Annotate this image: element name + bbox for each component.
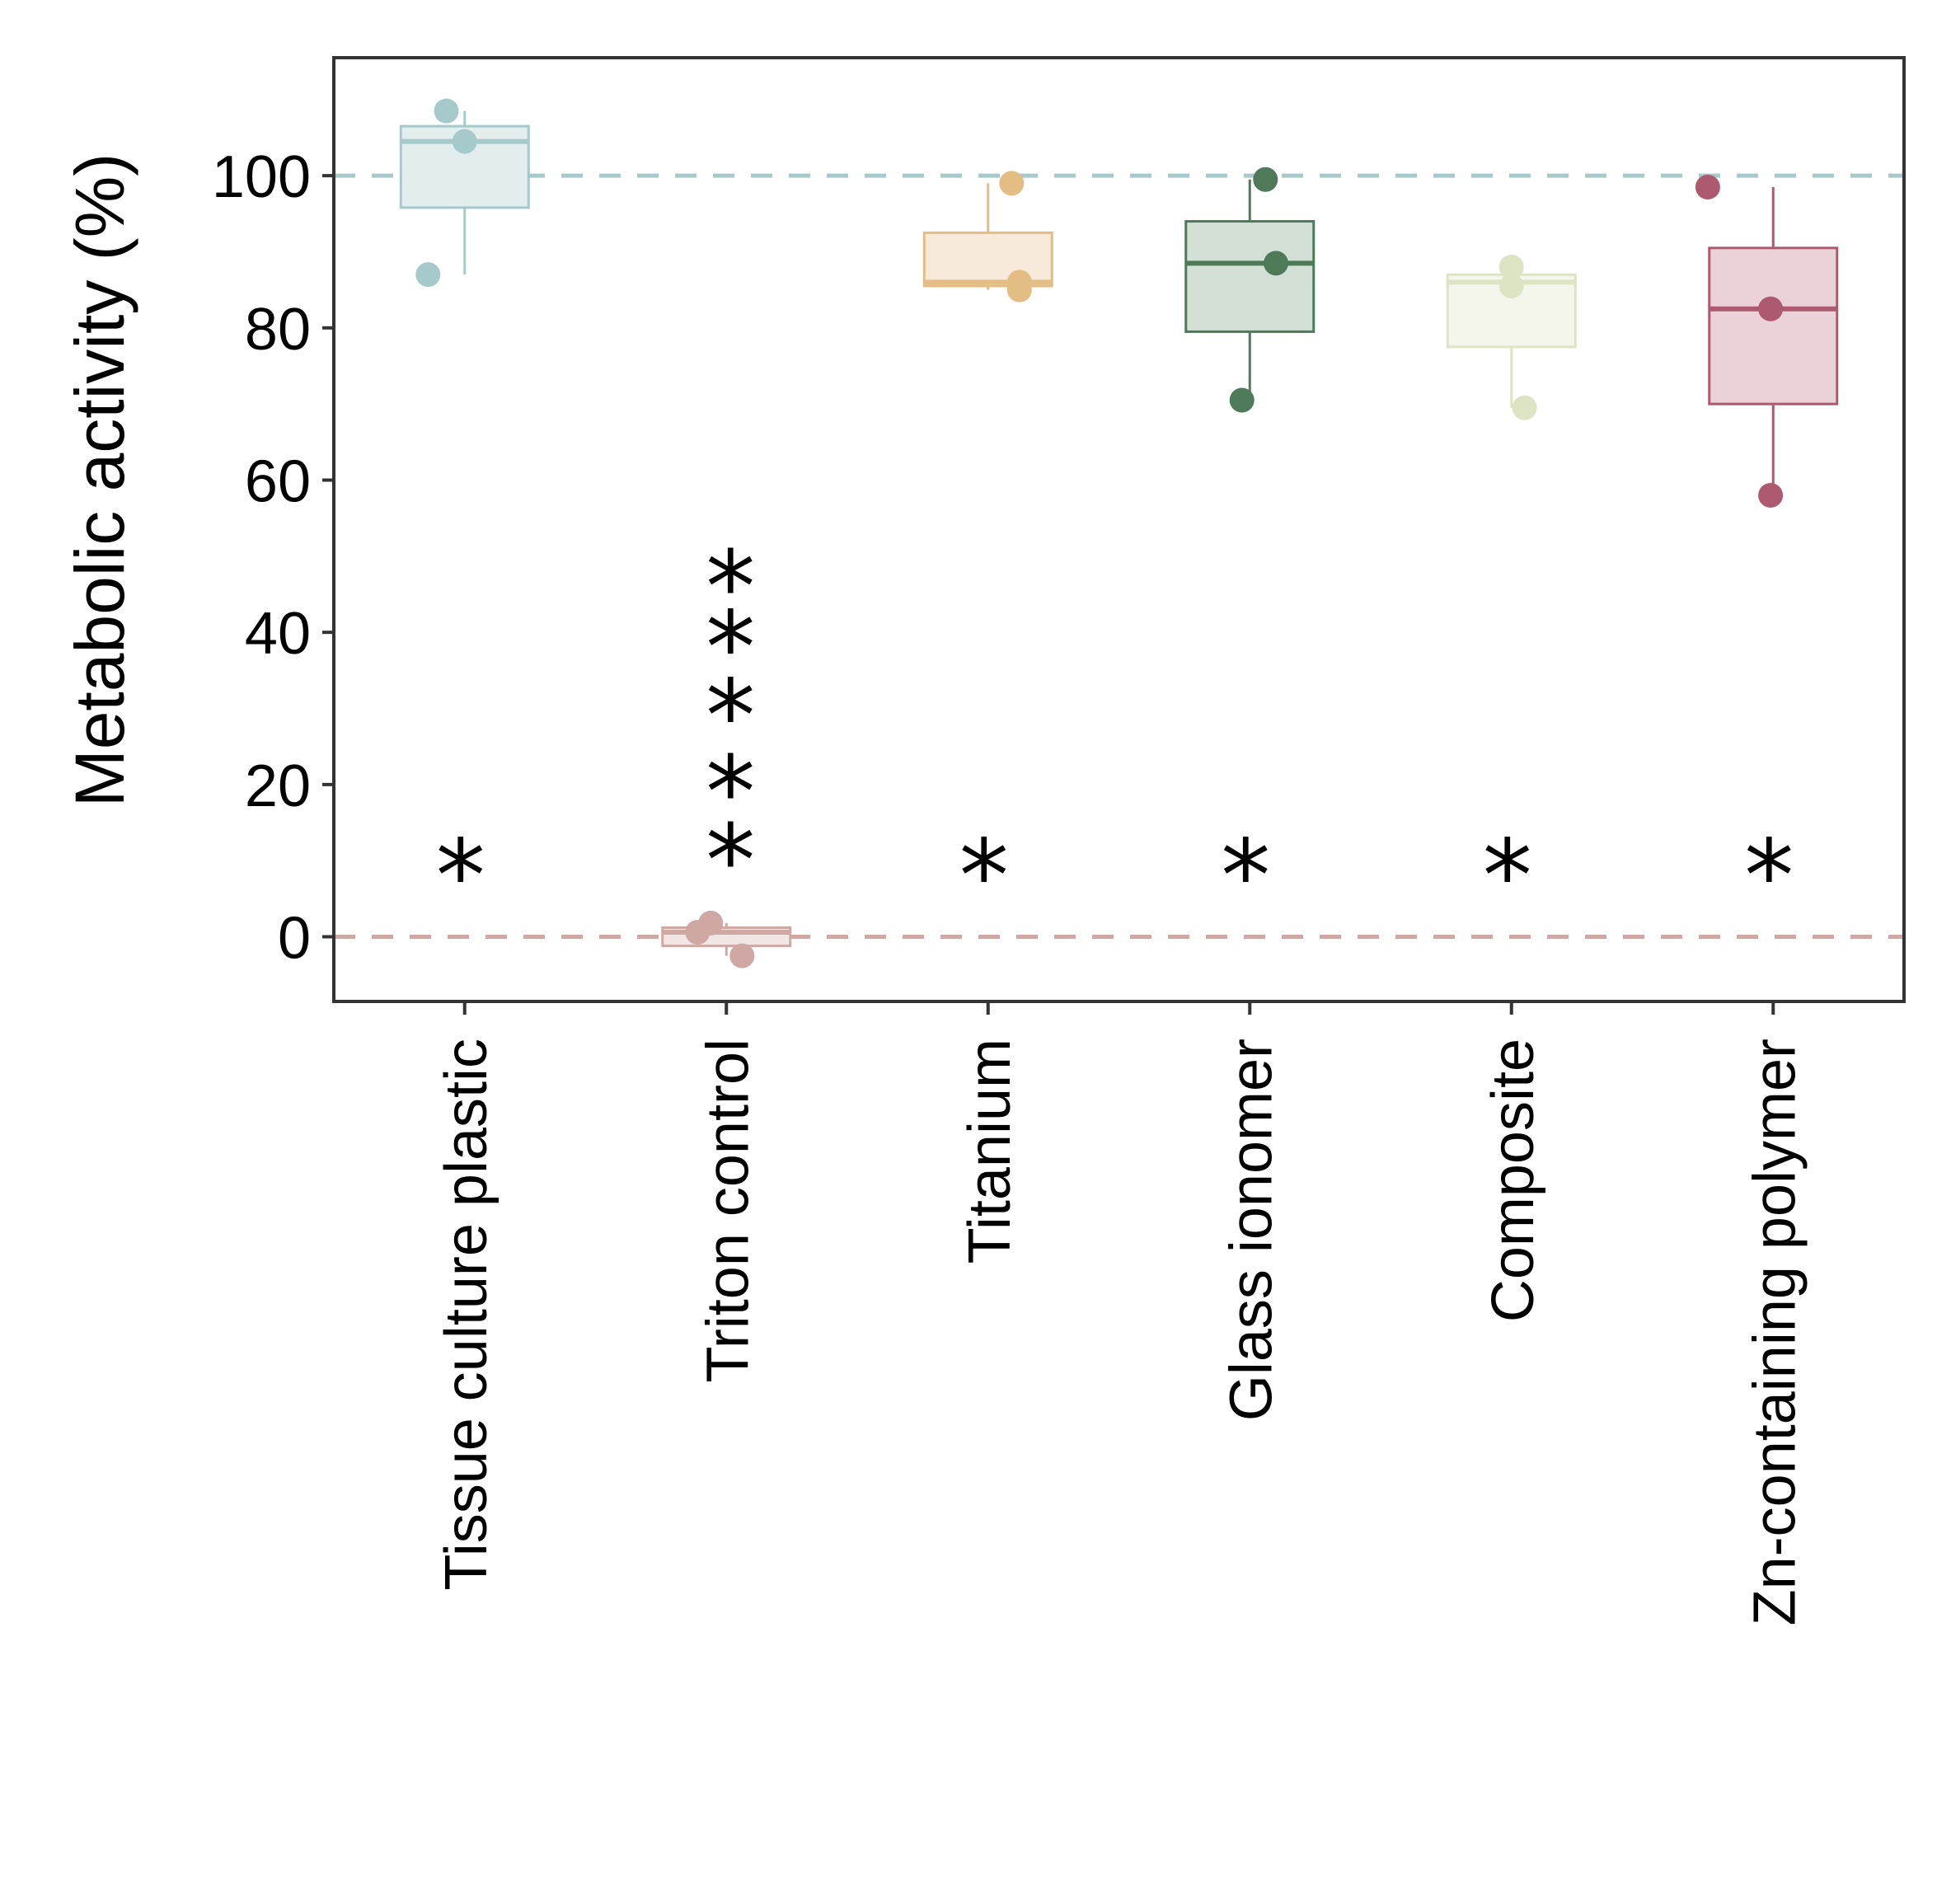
significance-asterisk: * [1221, 820, 1270, 935]
data-point [999, 171, 1025, 196]
boxplot-triton-control [661, 910, 792, 968]
y-axis-title: Metabolic activity (%) [61, 153, 138, 808]
boxplot-tissue-culture-plastic [399, 98, 530, 288]
data-point [1253, 166, 1278, 192]
boxplot-composite [1446, 254, 1577, 420]
plot-panel-border [332, 56, 1906, 1003]
data-point [1498, 274, 1524, 299]
box [922, 231, 1053, 288]
x-category-label: Zn-containing polymer [1742, 1039, 1808, 1625]
data-point [415, 262, 441, 288]
boxplot-glass-ionomer [1184, 166, 1316, 413]
data-point [452, 129, 477, 154]
significance-asterisk: * [1483, 820, 1532, 935]
significance-asterisk: * [706, 736, 755, 851]
data-point [1758, 482, 1784, 508]
y-tick-label: 80 [245, 297, 311, 363]
significance-asterisk: * [706, 592, 755, 706]
x-category-label: Tissue culture plastic [434, 1039, 499, 1591]
data-point [685, 919, 711, 945]
significance-asterisk: * [706, 804, 755, 919]
x-category-label: Titanium [957, 1039, 1023, 1264]
box [1708, 246, 1839, 406]
significance-asterisk: * [436, 820, 485, 935]
boxplot-titanium [922, 171, 1053, 302]
y-tick-label: 100 [212, 144, 311, 210]
data-point [729, 943, 755, 968]
data-point [1758, 296, 1784, 321]
data-point [1498, 254, 1524, 279]
significance-annotations: * * * * ****** [436, 531, 1794, 935]
data-point [1229, 387, 1255, 413]
data-point [1006, 277, 1032, 302]
significance-asterisk: * [706, 531, 755, 645]
boxplots [399, 98, 1839, 968]
significance-asterisk: * [1744, 820, 1794, 935]
axes: 0 20 40 60 80 100 Tissue culture plastic Triton… [212, 144, 1808, 1625]
data-point [1512, 395, 1537, 420]
significance-asterisk: * [706, 660, 755, 775]
box [1184, 220, 1316, 333]
y-tick-label: 60 [245, 448, 311, 514]
data-point [1695, 174, 1720, 199]
x-category-label: Composite [1480, 1039, 1546, 1322]
y-tick-label: 40 [245, 601, 311, 667]
y-tick-label: 0 [278, 906, 311, 972]
x-category-label: Triton control [695, 1039, 761, 1382]
data-point [434, 98, 459, 124]
x-category-label: Glass ionomer [1218, 1039, 1284, 1421]
boxplot-zn-containing-polymer [1695, 174, 1839, 508]
reference-lines [334, 173, 1904, 940]
y-tick-label: 20 [245, 753, 311, 819]
data-point [1264, 251, 1288, 276]
significance-asterisk: * [959, 820, 1009, 935]
